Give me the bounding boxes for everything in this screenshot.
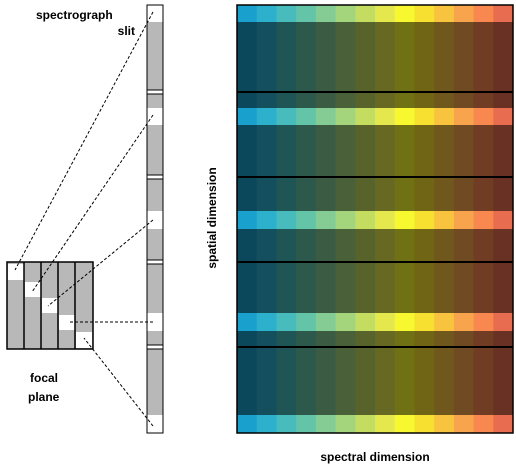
slit-window (147, 108, 163, 125)
connectors (14, 11, 154, 427)
slit-gap (146, 89, 164, 95)
shade (237, 262, 513, 313)
spectrum-column (473, 5, 494, 433)
spectral-label: spectral dimension (320, 450, 429, 464)
slit-border (146, 4, 164, 434)
connector (47, 219, 154, 307)
slit-gap (146, 259, 164, 265)
panel-border (236, 4, 514, 434)
shade (237, 331, 513, 347)
spectrum-column (493, 5, 514, 433)
shade (237, 125, 513, 177)
slit (146, 4, 164, 434)
focal-plane (6, 261, 94, 350)
shade (237, 347, 513, 415)
focal-window (25, 282, 41, 297)
focal-window (8, 264, 24, 280)
spectrum-panel (236, 4, 514, 434)
shade (237, 22, 513, 92)
spectrum-column (434, 5, 455, 433)
spectrum-column (335, 5, 356, 433)
slit-label: slit (118, 24, 135, 38)
shade (237, 229, 513, 262)
spectrum-column (453, 5, 475, 433)
slit-label: spectrograph (36, 8, 113, 22)
spectrum-column (414, 5, 435, 433)
connector (83, 337, 154, 427)
slit-window (147, 313, 163, 331)
spectrum-column (237, 5, 258, 433)
spectrum-column (355, 5, 376, 433)
spatial-label: spatial dimension (205, 167, 219, 268)
slit-gap (146, 344, 164, 350)
spectrum-column (296, 5, 317, 433)
spectrum-column (315, 5, 337, 433)
spectrum-column (276, 5, 297, 433)
connector (14, 11, 154, 271)
spectrum-column (375, 5, 396, 433)
focal-window (76, 332, 92, 348)
shade (237, 177, 513, 211)
focal-label: focal (30, 371, 58, 385)
connector (31, 114, 154, 293)
focal-label: plane (28, 390, 60, 404)
spectrum-column (394, 5, 415, 433)
slit-gap (146, 174, 164, 180)
slit-window (147, 211, 163, 229)
focal-window (59, 315, 75, 330)
focal-window (42, 298, 58, 313)
spectrum-column (256, 5, 277, 433)
slit-window (147, 415, 163, 433)
shade (237, 92, 513, 108)
slit-window (147, 5, 163, 22)
